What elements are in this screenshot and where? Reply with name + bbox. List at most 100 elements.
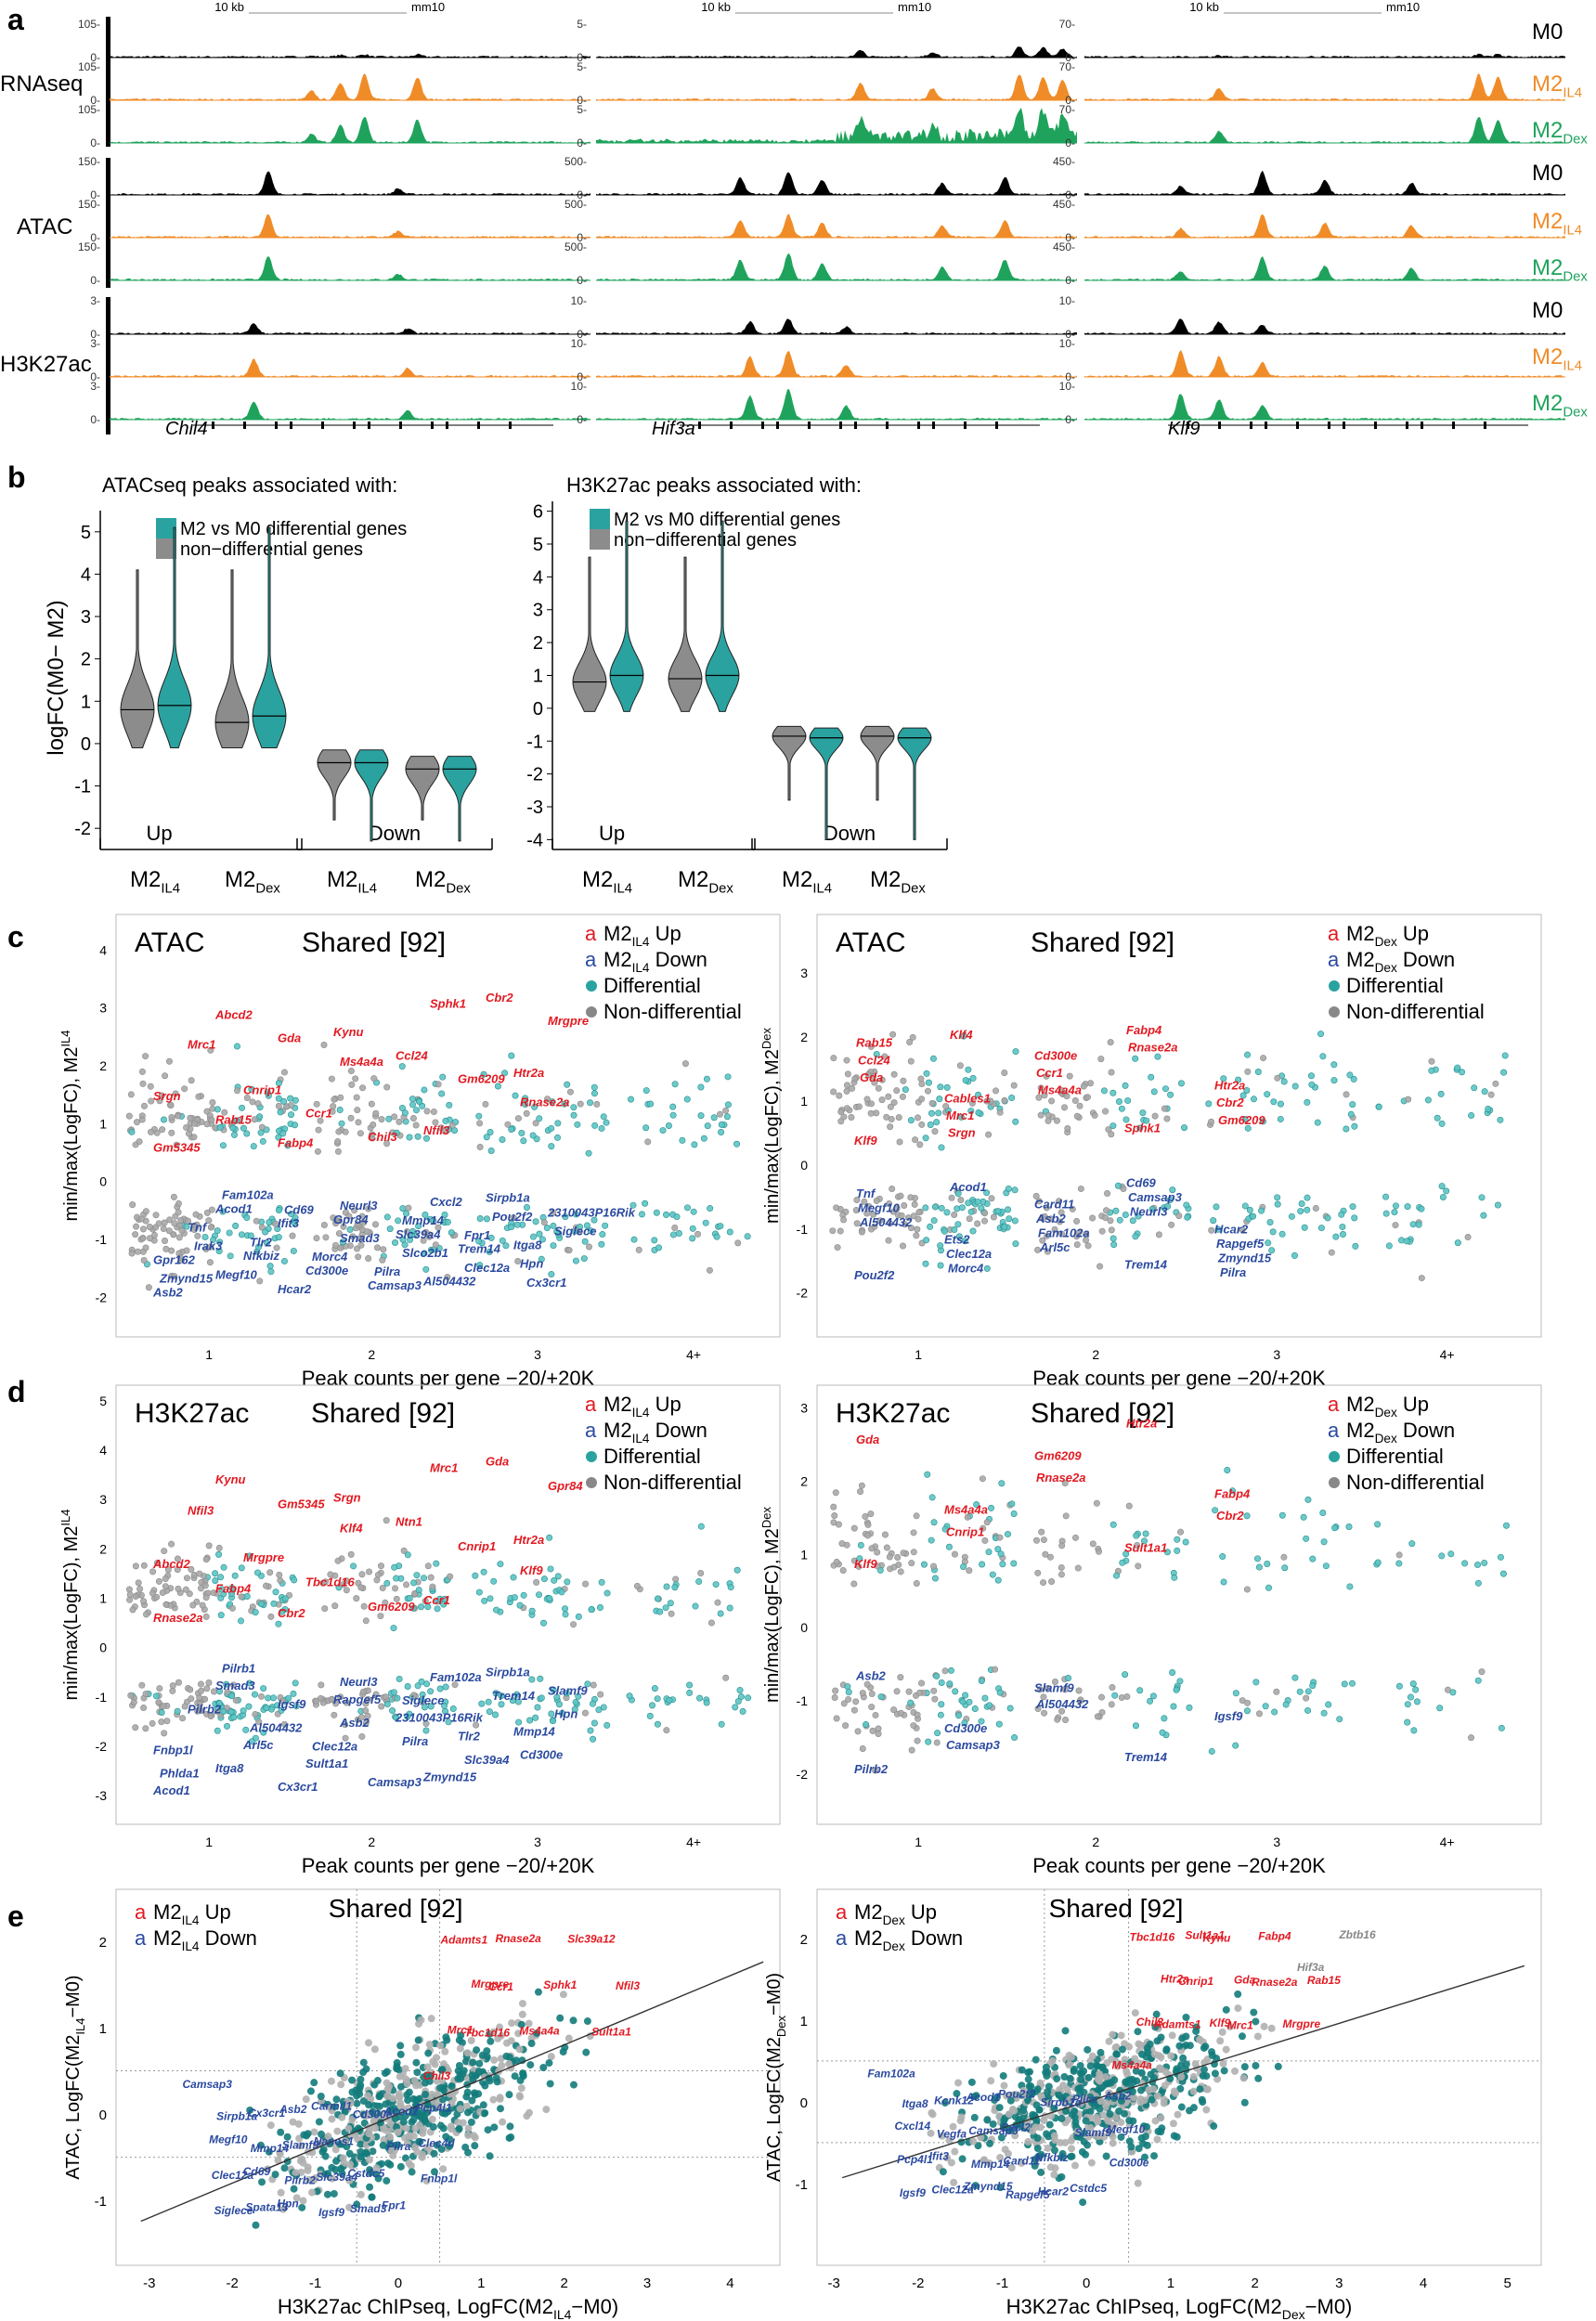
differential-point (736, 1687, 744, 1694)
gene-exon (1374, 421, 1377, 429)
nondifferential-point (258, 1224, 266, 1231)
nondifferential-point (1105, 2037, 1113, 2045)
nondifferential-point (187, 1114, 194, 1122)
nondifferential-point (427, 2015, 435, 2023)
differential-point (1132, 1055, 1139, 1062)
nondifferential-point (335, 1217, 343, 1225)
gene-label-down: Arl5c (242, 1738, 274, 1752)
violin-xlabel: M2IL4 (130, 867, 180, 897)
gene-label-down: Tlr2 (458, 1730, 481, 1744)
gene-label-up: Gpr84 (548, 1479, 583, 1493)
differential-point (1250, 2008, 1258, 2016)
differential-point (483, 2047, 491, 2055)
differential-point (590, 1090, 598, 1097)
gene-label-up: Fabp4 (215, 1582, 252, 1596)
differential-point (389, 1707, 396, 1715)
nondifferential-point (134, 1119, 141, 1126)
nondifferential-point (931, 1128, 939, 1135)
violin-shape (809, 727, 844, 840)
gene-label-down: Asb2 (1035, 1212, 1067, 1225)
nondifferential-point (146, 1235, 153, 1242)
nondifferential-point (197, 1680, 204, 1688)
nondifferential-point (1064, 2116, 1072, 2124)
nondifferential-point (898, 1212, 905, 1219)
differential-point (1159, 1729, 1166, 1736)
nondifferential-point (873, 1197, 880, 1204)
differential-point (943, 1209, 951, 1216)
violin-shape (860, 725, 895, 801)
differential-point (160, 1116, 167, 1123)
nondifferential-point (366, 1568, 373, 1575)
ytick-label: 3 (99, 1001, 107, 1016)
differential-point (1122, 1671, 1129, 1679)
nondifferential-point (165, 1227, 173, 1235)
nondifferential-point (392, 1585, 399, 1592)
nondifferential-point (849, 1084, 856, 1092)
differential-point (457, 2074, 465, 2082)
track-max-tick: 3- (90, 337, 100, 350)
nondifferential-point (317, 1117, 324, 1124)
nondifferential-point (979, 1475, 986, 1483)
ytick-label: -1 (797, 1222, 809, 1237)
differential-point (310, 2079, 318, 2087)
nondifferential-point (707, 1619, 715, 1627)
gene-exon (1421, 421, 1423, 429)
differential-point (1253, 1555, 1261, 1562)
nondifferential-point (203, 1121, 211, 1128)
differential-point (357, 2075, 365, 2083)
nondifferential-point (1089, 1540, 1096, 1548)
differential-point (1044, 2088, 1052, 2096)
differential-point (642, 1087, 650, 1095)
differential-point (603, 1119, 610, 1126)
legend-marker: a (836, 1926, 848, 1950)
nondifferential-point (1108, 1069, 1115, 1076)
track-max-tick: 10- (1059, 380, 1075, 393)
differential-point (1341, 1680, 1348, 1688)
gene-exon (995, 421, 998, 429)
track-max-tick: 5- (577, 103, 587, 116)
differential-point (1181, 1124, 1188, 1132)
differential-point (689, 1235, 696, 1242)
differential-point (258, 2178, 266, 2186)
differential-point (1331, 1524, 1339, 1532)
nondifferential-point (1107, 1217, 1114, 1225)
differential-point (1502, 1522, 1510, 1529)
gene-label-up: Kynu (333, 1025, 364, 1039)
nondifferential-point (942, 1103, 950, 1110)
nondifferential-point (902, 1221, 909, 1228)
nondifferential-point (1080, 1083, 1087, 1090)
nondifferential-point (993, 1087, 1000, 1095)
nondifferential-point (586, 1243, 593, 1251)
gene-label-down: Tlr2 (250, 1235, 273, 1249)
nondifferential-point (850, 1524, 858, 1532)
differential-point (506, 2122, 514, 2131)
differential-point (590, 1735, 597, 1743)
differential-point (275, 1134, 282, 1141)
nondifferential-point (981, 1217, 989, 1225)
differential-point (986, 1702, 993, 1709)
differential-point (1005, 1206, 1012, 1213)
track-max-tick: 10- (1059, 294, 1075, 307)
differential-point (1308, 1081, 1316, 1088)
nondifferential-point (843, 1082, 850, 1089)
nondifferential-point (238, 1593, 245, 1601)
nondifferential-point (1260, 1055, 1267, 1062)
legend-marker: a (836, 1900, 848, 1924)
gene-label-up: Mrc1 (430, 1461, 458, 1475)
differential-point (422, 2090, 430, 2098)
nondifferential-point (280, 1720, 288, 1728)
nondifferential-point (424, 1562, 432, 1570)
nondifferential-point (894, 1554, 902, 1562)
differential-point (922, 1135, 929, 1142)
differential-point (1303, 1535, 1310, 1542)
gene-label-up: Srgn (948, 1125, 976, 1139)
nondifferential-point (339, 2154, 347, 2162)
differential-point (223, 1680, 230, 1688)
violin-xlabel: M2Dex (415, 867, 471, 897)
differential-point (654, 1695, 661, 1703)
differential-point (215, 1550, 223, 1558)
nondifferential-point (514, 1115, 522, 1122)
signal-track (1084, 256, 1565, 280)
differential-point (1070, 2113, 1079, 2121)
gene-label-up: Ms4a4a (519, 2024, 560, 2037)
